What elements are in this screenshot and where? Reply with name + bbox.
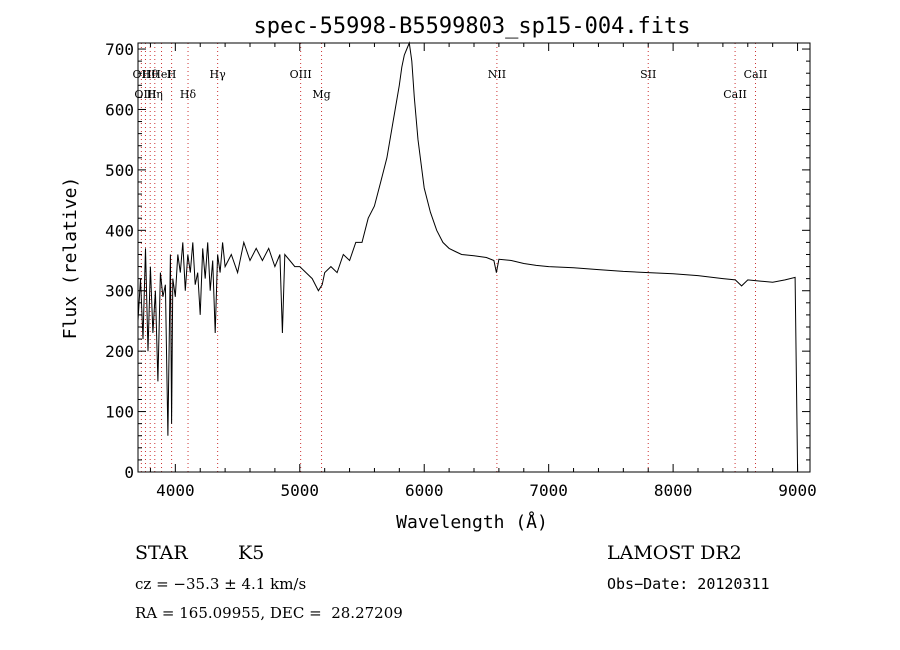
subclass-label: K5 [238,542,265,564]
y-tick-label: 700 [105,40,134,59]
x-tick-label: 8000 [654,481,693,500]
line-label: HeI [151,68,171,81]
y-tick-label: 300 [105,282,134,301]
chart-title: spec-55998-B5599803_sp15-004.fits [253,14,690,39]
plot-frame [137,42,811,473]
x-tick-label: 7000 [529,481,568,500]
x-axis-ticks: 4000 5000 6000 7000 8000 9000 [149,43,817,500]
obs-date-label: Obs−Date: 20120311 [607,575,770,593]
line-label: CaII [744,68,768,81]
line-label: H [167,68,177,81]
line-label: Hδ [180,88,197,101]
line-label: Hη [147,88,163,101]
line-label: Hθ [142,68,159,81]
y-tick-label: 100 [105,403,134,422]
x-tick-label: 9000 [778,481,817,500]
y-tick-label: 200 [105,342,134,361]
line-label: NII [488,68,506,81]
x-axis-label: Wavelength (Å) [396,511,548,533]
y-axis-label: Flux (relative) [60,177,81,340]
redshift-label: cz = −35.3 ± 4.1 km/s [135,575,307,593]
x-tick-label: 4000 [156,481,195,500]
spectrum-line [137,41,799,473]
y-axis-ticks: 0 100 200 300 400 500 600 700 [105,40,810,482]
line-label: SII [640,68,656,81]
y-tick-label: 0 [124,463,134,482]
coords-label: RA = 165.09955, DEC = 28.27209 [135,604,403,622]
line-label: OIII [290,68,312,81]
line-markers [140,43,756,472]
class-label: STAR [135,542,188,564]
line-label: CaII [723,88,747,101]
x-tick-label: 5000 [281,481,320,500]
y-tick-label: 500 [105,161,134,180]
line-label: Hγ [210,68,227,81]
y-tick-label: 600 [105,100,134,119]
line-label: OII [133,68,151,81]
y-tick-label: 400 [105,221,134,240]
survey-label: LAMOST DR2 [607,542,742,564]
x-tick-label: 6000 [405,481,444,500]
line-label: Mg [312,88,330,101]
